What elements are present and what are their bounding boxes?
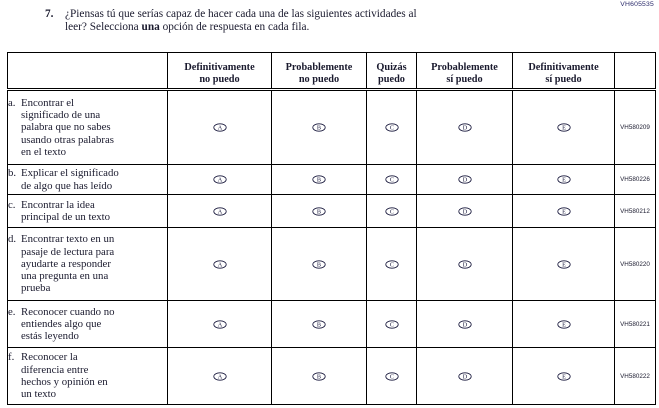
svg-text:A: A xyxy=(217,125,222,132)
svg-text:D: D xyxy=(462,373,467,380)
svg-text:D: D xyxy=(462,177,467,184)
svg-text:E: E xyxy=(562,177,566,184)
svg-text:A: A xyxy=(217,177,222,184)
svg-text:A: A xyxy=(217,373,222,380)
svg-text:C: C xyxy=(389,261,393,268)
svg-text:B: B xyxy=(317,208,321,215)
svg-text:C: C xyxy=(389,321,393,328)
svg-text:E: E xyxy=(562,321,566,328)
svg-text:D: D xyxy=(462,208,467,215)
svg-text:D: D xyxy=(462,125,467,132)
svg-text:C: C xyxy=(389,125,393,132)
svg-text:E: E xyxy=(562,208,566,215)
svg-text:A: A xyxy=(217,321,222,328)
svg-text:B: B xyxy=(317,321,321,328)
svg-text:E: E xyxy=(562,261,566,268)
svg-text:C: C xyxy=(389,177,393,184)
svg-text:C: C xyxy=(389,373,393,380)
svg-text:A: A xyxy=(217,261,222,268)
svg-text:B: B xyxy=(317,261,321,268)
svg-text:C: C xyxy=(389,208,393,215)
svg-text:E: E xyxy=(562,373,566,380)
svg-text:B: B xyxy=(317,177,321,184)
svg-text:D: D xyxy=(462,261,467,268)
svg-text:A: A xyxy=(217,208,222,215)
svg-text:B: B xyxy=(317,125,321,132)
svg-text:B: B xyxy=(317,373,321,380)
svg-text:E: E xyxy=(562,125,566,132)
svg-text:D: D xyxy=(462,321,467,328)
